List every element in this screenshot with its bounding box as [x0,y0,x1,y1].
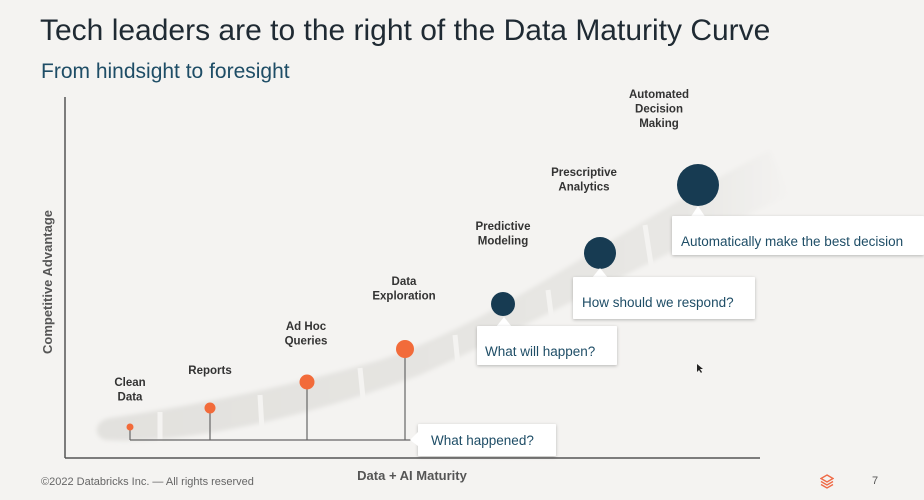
stage-label-line: Queries [285,336,328,348]
stage-dot [584,237,616,269]
stage-dot [299,374,315,390]
footer-copyright: ©2022 Databricks Inc. — All rights reser… [41,476,254,488]
callout-box [418,424,556,456]
callout-pointer [410,432,418,446]
stage-label: Clean Data [114,377,145,404]
band-divider [452,334,463,386]
stage-label-line: Prescriptive [551,167,617,179]
callout-text: What happened? [431,433,534,448]
stage-label-line: Analytics [558,182,609,194]
stage-label-line: Data [118,392,144,404]
callout-pointer [690,206,706,218]
stage-label: Ad Hoc Queries [285,321,328,348]
callout-prescriptive: How should we respond? [573,268,755,319]
band-divider [357,367,367,409]
callout-box [672,216,924,255]
callout-box [573,277,755,319]
y-axis-label: Competitive Advantage [40,210,55,354]
stage-dots [126,164,719,431]
stage-dot [396,340,414,358]
stage-dot [204,402,216,414]
stage-label: Prescriptive Analytics [551,167,617,194]
stage-dot [491,292,515,316]
stage-label-line: Ad Hoc [286,321,327,333]
stage-label: Automated Decision Making [629,89,689,130]
stage-label-line: Predictive [476,221,531,233]
stage-label-line: Making [639,118,679,130]
callout-text: Automatically make the best decision [681,234,903,249]
databricks-logo-icon [820,474,834,489]
stage-label-line: Decision [635,104,683,116]
stage-label-line: Data [392,276,418,288]
stage-label: Predictive Modeling [476,221,531,248]
stage-dot [126,423,134,431]
stage-label-line: Automated [629,89,689,101]
page-number: 7 [872,475,879,487]
mouse-cursor-icon [697,364,703,373]
callout-pointer [592,268,608,278]
stage-labels: Clean Data Reports Ad Hoc Queries Data Explora… [114,89,689,404]
callout-text: How should we respond? [582,295,734,310]
callout-box [477,326,617,365]
callout-hindsight: What happened? [410,424,556,456]
stage-label-line: Reports [188,365,231,377]
callout-text: What will happen? [485,344,595,359]
maturity-band [96,150,790,441]
slide-subtitle: From hindsight to foresight [41,60,290,83]
stage-label-line: Exploration [372,291,435,303]
stage-label: Data Exploration [372,276,435,303]
callout-automated: Automatically make the best decision [672,206,924,255]
callout-pointer [496,317,512,327]
callout-predictive: What will happen? [477,317,617,365]
band-divider [257,394,265,431]
x-axis-label: Data + AI Maturity [357,468,467,483]
stage-label-line: Clean [114,377,145,389]
stage-label-line: Modeling [478,236,528,248]
slide-title: Tech leaders are to the right of the Dat… [40,14,771,47]
stage-label: Reports [188,365,231,377]
stage-dot [677,164,719,206]
